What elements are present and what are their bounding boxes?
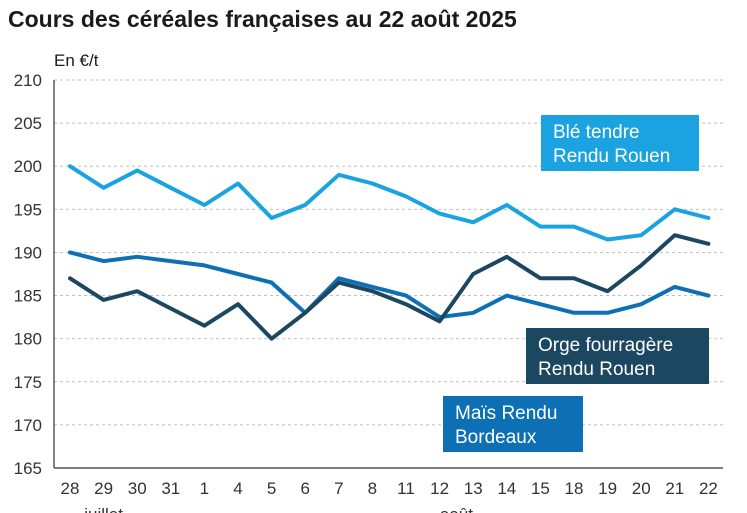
- x-tick-label: 15: [531, 479, 550, 498]
- x-tick-label: 21: [665, 479, 684, 498]
- y-tick-label: 165: [14, 459, 42, 478]
- series-label-text: Blé tendre: [553, 122, 640, 143]
- series-line: [68, 233, 711, 341]
- x-tick-label: 31: [161, 479, 180, 498]
- x-tick-label: 18: [565, 479, 584, 498]
- x-tick-label: 13: [464, 479, 483, 498]
- x-tick-label: 30: [128, 479, 147, 498]
- y-tick-label: 210: [14, 71, 42, 90]
- x-tick-label: 4: [233, 479, 242, 498]
- y-tick-label: 180: [14, 330, 42, 349]
- x-tick-label: 12: [430, 479, 449, 498]
- x-tick-label: 11: [397, 479, 415, 498]
- series-label-box: [541, 115, 699, 171]
- chart-title: Cours des céréales françaises au 22 août…: [8, 6, 517, 32]
- series-line: [68, 250, 711, 320]
- month-labels: juillet août: [83, 505, 473, 513]
- month-label: août: [440, 505, 473, 513]
- series-lines: [68, 164, 711, 341]
- x-tick-label: 1: [200, 479, 209, 498]
- series-label-text: Rendu Rouen: [538, 359, 655, 380]
- x-tick-label: 20: [632, 479, 651, 498]
- y-axis-label: En €/t: [54, 51, 99, 70]
- x-tick-label: 29: [94, 479, 113, 498]
- series-label: Maïs Rendu Bordeaux: [443, 396, 583, 452]
- series-line: [68, 164, 711, 242]
- y-tick-label: 190: [14, 243, 42, 262]
- x-tick-label: 7: [334, 479, 343, 498]
- x-tick-label: 19: [598, 479, 617, 498]
- y-tick-label: 200: [14, 157, 42, 176]
- x-tick-label: 5: [267, 479, 276, 498]
- x-tick-label: 6: [300, 479, 309, 498]
- series-labels: Blé tendre Rendu Rouen Orge fourragère Rend…: [443, 115, 709, 452]
- series-label-text: Orge fourragère: [538, 335, 673, 356]
- series-label-box: [443, 396, 583, 452]
- series-label-text: Maïs Rendu: [455, 403, 557, 424]
- month-label: juillet: [83, 505, 123, 513]
- y-tick-label: 185: [14, 287, 42, 306]
- y-tick-label: 170: [14, 416, 42, 435]
- y-tick-label: 195: [14, 200, 42, 219]
- x-tick-labels: 28 29 30 31 1 4 5 6 7 8 11 12 13 14 15 18 19 20 21 22: [61, 479, 718, 498]
- y-tick-label: 175: [14, 373, 42, 392]
- x-tick-label: 28: [61, 479, 80, 498]
- series-label: Orge fourragère Rendu Rouen: [526, 328, 709, 384]
- series-label-text: Rendu Rouen: [553, 146, 670, 167]
- x-tick-label: 22: [699, 479, 718, 498]
- y-tick-labels: 165 170 175 180 185 190 195 200 205 210: [14, 71, 42, 478]
- x-tick-label: 8: [368, 479, 377, 498]
- series-label-text: Bordeaux: [455, 427, 537, 448]
- series-label-box: [526, 328, 709, 384]
- x-tick-label: 14: [497, 479, 516, 498]
- series-label: Blé tendre Rendu Rouen: [541, 115, 699, 171]
- y-tick-label: 205: [14, 114, 42, 133]
